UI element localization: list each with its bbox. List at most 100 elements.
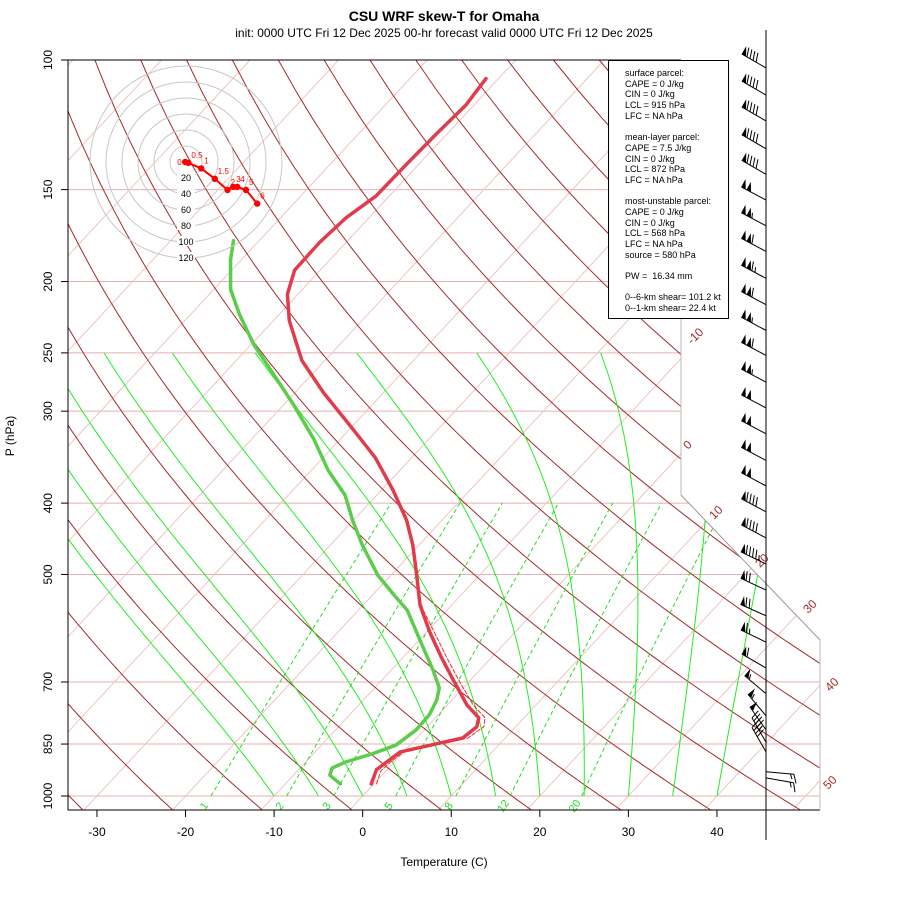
wind-barb-feather (749, 130, 753, 140)
wind-barb (740, 570, 767, 591)
dry-adiabat (68, 60, 445, 810)
wind-barb (749, 701, 767, 731)
y-tick-label: 150 (41, 179, 55, 199)
wind-barb-half-feather (754, 267, 757, 273)
wind-barb-feather (745, 623, 748, 633)
wind-barb-feather (755, 79, 759, 90)
info-line (625, 282, 728, 293)
info-line: surface parcel: (625, 68, 685, 78)
wind-barb (741, 204, 767, 227)
wind-barb-feather (749, 76, 753, 86)
wind-barb-feather (751, 710, 759, 719)
wind-barb-feather (751, 338, 754, 349)
wind-barb-staff (741, 159, 767, 175)
wind-barb-feather (755, 726, 763, 734)
wind-barb-flag (740, 570, 746, 581)
wind-barb-half-feather (751, 212, 753, 219)
wind-barb-feather (746, 128, 750, 138)
wind-barb-flag (746, 207, 751, 218)
moist-adiabat (171, 352, 452, 797)
wind-barb-feather (755, 496, 758, 507)
wind-barb-staff (741, 186, 767, 201)
wind-barb-feather (748, 598, 751, 609)
wind-barb-staff (740, 629, 767, 643)
info-line: LCL = 915 hPa (625, 100, 685, 111)
wind-barb (741, 152, 767, 175)
mixing-ratio-line (395, 502, 559, 797)
y-tick-label: 1000 (41, 782, 55, 809)
isotherm (613, 60, 820, 810)
wind-barb-flag (741, 46, 747, 57)
moist-adiabat (68, 352, 319, 797)
moist-adiabat (68, 352, 275, 797)
y-axis-label: P (hPa) (3, 416, 17, 456)
dry-adiabat (68, 60, 355, 810)
wind-barb-feather (748, 572, 751, 583)
isotherm-label: 20 (752, 551, 772, 571)
mixing-ratio-label: 12 (495, 798, 512, 815)
info-line: LFC = NA hPa (625, 174, 683, 185)
wind-barb-half-feather (751, 369, 753, 375)
wind-barb-flag (746, 181, 751, 193)
wind-barb (741, 309, 767, 331)
wind-barb-staff (741, 212, 767, 227)
wind-barb-staff (741, 106, 767, 122)
wind-barb-staff (741, 53, 767, 69)
y-tick-label: 850 (41, 734, 55, 754)
isotherm-label: -10 (684, 325, 706, 347)
wind-barb-feather (755, 105, 759, 116)
wind-barb-half-feather (748, 674, 752, 680)
wind-barb (747, 688, 767, 717)
wind-barb-flag (746, 233, 751, 244)
wind-barb-flag (741, 464, 746, 476)
dewpoint-trace (228, 238, 442, 786)
x-tick-label: 40 (710, 825, 724, 839)
moist-adiabat (68, 352, 364, 797)
moist-adiabat (356, 352, 541, 797)
info-line: CIN = 0 J/kg (625, 217, 675, 228)
wind-barb-flag (741, 204, 746, 216)
wind-barb-flag (741, 152, 747, 163)
info-line: CAPE = 0 J/kg (625, 78, 684, 89)
x-tick-label: 30 (622, 825, 636, 839)
wind-barb-feather (746, 647, 750, 658)
wind-barb-feather (748, 546, 752, 557)
hodograph-point (198, 165, 205, 172)
mixing-ratio-line (210, 502, 392, 797)
wind-barb-flag (740, 621, 746, 633)
hodograph-point (254, 200, 261, 207)
wind-barb-flag (746, 260, 751, 271)
mixing-ratio-label: 1 (198, 800, 211, 812)
wind-barb-feather (749, 155, 753, 166)
moist-adiabat (600, 352, 639, 797)
wind-barb-flag (741, 361, 746, 372)
wind-barb-feather (755, 133, 759, 144)
wind-barb-feather (745, 571, 748, 581)
wind-barb-flag (748, 688, 755, 699)
wind-barb (741, 361, 767, 383)
hodograph-ring-label-bg (177, 204, 195, 214)
wind-barb-feather (751, 720, 759, 728)
mixing-ratio-label: 3 (320, 800, 333, 812)
moist-adiabat (254, 352, 497, 797)
wind-barb-feather (751, 287, 754, 298)
hodograph-height-label: 5 (249, 178, 254, 187)
wind-barb-staff (741, 80, 767, 96)
isotherm (68, 60, 517, 810)
info-line: CAPE = 0 J/kg (625, 206, 684, 217)
wind-barb-flag (746, 442, 751, 453)
info-line: CAPE = 7.5 J/kg (625, 142, 692, 153)
hodograph-ring-label: 100 (178, 237, 193, 247)
info-line: PW = 16.34 mm (625, 271, 693, 282)
wind-barb-flag (744, 668, 751, 679)
hodograph-ring-label: 20 (181, 173, 191, 183)
wind-barb-flag (741, 490, 746, 501)
wind-barb (741, 46, 767, 69)
hodograph-point (234, 183, 241, 190)
wind-barb-feather (755, 52, 759, 63)
wind-barb (741, 73, 767, 96)
wind-barb-feather (755, 159, 759, 169)
wind-barb (741, 230, 767, 252)
dry-adiabat (68, 60, 534, 810)
wind-barb (740, 621, 767, 643)
